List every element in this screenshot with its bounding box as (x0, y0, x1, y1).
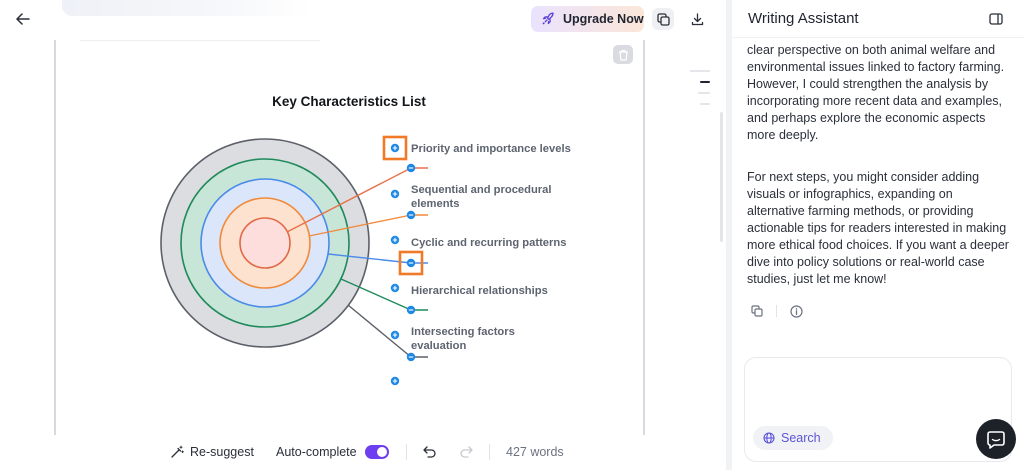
connector-handle[interactable] (406, 210, 416, 220)
add-node-handle[interactable] (390, 189, 400, 199)
connector-handle[interactable] (406, 163, 416, 173)
toolbar-divider (489, 444, 490, 460)
add-node-handle[interactable] (390, 235, 400, 245)
leader-line-3 (327, 253, 412, 264)
pane-divider[interactable] (726, 0, 732, 470)
key-characteristics-diagram: Key Characteristics List Priority and im… (160, 94, 571, 386)
ring-core (239, 217, 291, 269)
label-priority: Priority and importance levels (411, 143, 571, 155)
toolbar-divider (406, 444, 407, 460)
message-actions (748, 302, 805, 320)
assistant-message: clear perspective on both animal welfare… (747, 43, 1005, 142)
assistant-header-divider (732, 37, 1024, 38)
assistant-message: For next steps, you might consider addin… (747, 170, 1009, 286)
copy-message-icon[interactable] (748, 302, 766, 320)
download-icon[interactable] (686, 8, 708, 30)
editor-pane: Upgrade Now Key Characteristics List (12, 0, 723, 461)
selection-highlight (398, 250, 424, 276)
sidebar-toggle-icon[interactable] (986, 9, 1006, 29)
search-button[interactable]: Search (753, 426, 833, 450)
diagram-title: Key Characteristics List (272, 94, 426, 109)
undo-icon[interactable] (420, 443, 440, 461)
leader-line-5 (347, 304, 412, 358)
upgrade-now-button[interactable]: Upgrade Now (531, 6, 644, 32)
chat-input[interactable] (757, 368, 997, 418)
leader-line-4 (340, 278, 412, 311)
upgrade-now-label: Upgrade Now (563, 12, 644, 26)
title-divider (80, 40, 320, 41)
resuggest-button[interactable]: Re-suggest (170, 445, 254, 459)
selection-highlight (382, 135, 408, 161)
label-hierarchical: Hierarchical relationships (411, 285, 548, 297)
actions-divider (776, 305, 777, 317)
canvas-right-border (643, 40, 645, 435)
connector-handle[interactable] (406, 352, 416, 362)
autocomplete-toggle[interactable] (364, 445, 389, 459)
canvas-left-border (54, 40, 56, 435)
word-count: 427 words (506, 445, 564, 459)
rocket-icon (542, 12, 554, 25)
autocomplete-label: Auto-complete (276, 445, 357, 459)
chat-composer: Search (744, 357, 1012, 462)
label-cyclic: Cyclic and recurring patterns (411, 237, 566, 249)
assistant-title: Writing Assistant (748, 10, 859, 27)
redo-icon[interactable] (456, 443, 476, 461)
chat-bubble-icon (987, 431, 1005, 449)
copy-icon[interactable] (652, 8, 674, 30)
leader-line-2 (308, 214, 412, 237)
label-sequential: Sequential and procedural elements (411, 184, 552, 210)
support-chat-button[interactable] (976, 419, 1016, 459)
globe-icon (763, 432, 775, 444)
resuggest-label: Re-suggest (190, 445, 254, 459)
info-icon[interactable] (787, 302, 805, 320)
connector-handle[interactable] (406, 258, 416, 268)
connector-handle[interactable] (406, 305, 416, 315)
outline-minimap[interactable] (688, 68, 710, 114)
autocomplete-control: Auto-complete (276, 445, 389, 459)
label-intersecting: Intersecting factors evaluation (411, 326, 515, 352)
writing-assistant-panel: Writing Assistant clear perspective on b… (732, 0, 1024, 470)
add-node-handle[interactable] (390, 283, 400, 293)
add-node-handle[interactable] (390, 330, 400, 340)
magic-wand-icon (171, 445, 184, 458)
document-title-blurred (62, 0, 312, 16)
trash-icon[interactable] (613, 45, 633, 64)
back-arrow-icon[interactable] (12, 8, 34, 30)
leader-line-1 (286, 167, 412, 233)
search-label: Search (781, 431, 821, 445)
add-node-handle[interactable] (390, 376, 400, 386)
add-node-handle[interactable] (390, 143, 400, 153)
editor-scrollbar[interactable] (720, 112, 723, 242)
